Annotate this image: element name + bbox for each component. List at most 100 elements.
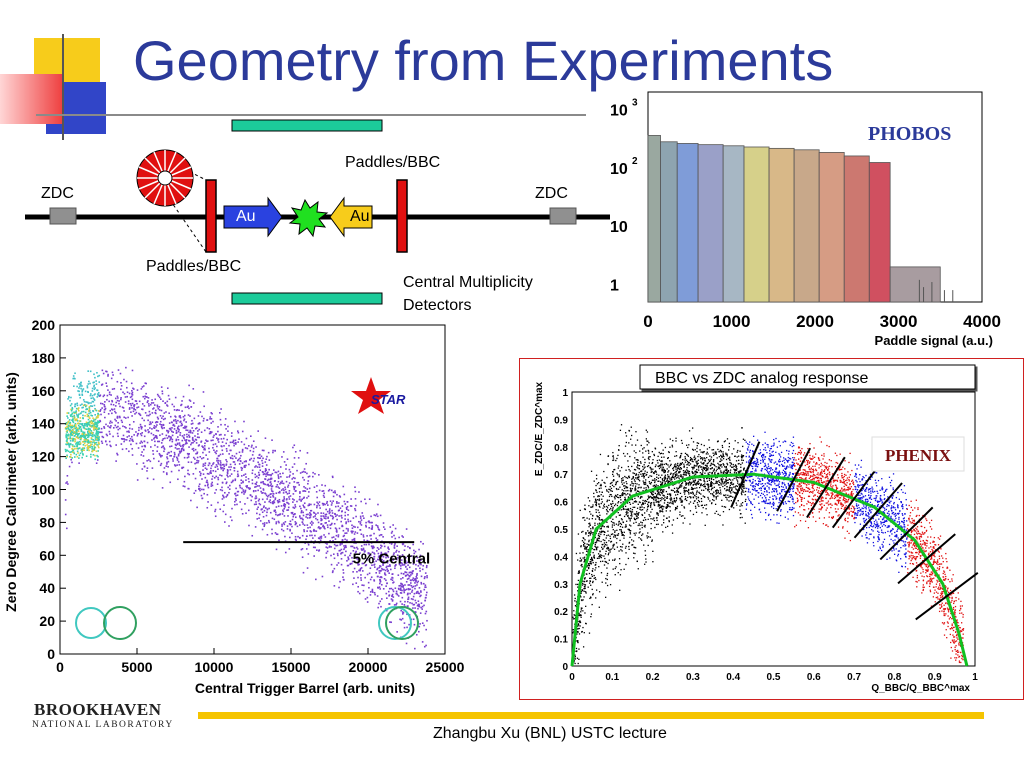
star-point (161, 427, 164, 430)
phenix-point (815, 468, 817, 470)
phenix-point (944, 573, 946, 576)
phenix-point (672, 473, 674, 475)
star-point (89, 446, 91, 449)
phenix-point (824, 491, 827, 493)
star-point (234, 479, 237, 482)
phenix-point (616, 457, 618, 460)
star-point (85, 421, 88, 424)
phenix-point (724, 484, 726, 487)
star-point (69, 455, 71, 458)
star-point (177, 425, 180, 428)
phenix-point (762, 479, 764, 482)
star-point (231, 507, 233, 510)
phenix-point (870, 498, 873, 501)
phenix-point (856, 507, 859, 510)
star-point (414, 582, 416, 584)
star-point (380, 583, 383, 586)
phenix-point (688, 475, 691, 477)
star-point (284, 488, 287, 491)
star-point (228, 491, 230, 494)
star-point (321, 575, 324, 578)
star-point (202, 488, 205, 491)
star-point (404, 560, 407, 562)
star-point (315, 517, 317, 520)
phenix-point (659, 489, 662, 491)
star-point (391, 599, 394, 601)
star-point (204, 442, 206, 445)
star-point (153, 438, 155, 440)
phenix-point (596, 491, 598, 494)
star-point (251, 472, 254, 475)
star-point (70, 408, 72, 411)
star-point (65, 443, 67, 446)
star-point (401, 603, 403, 605)
star-point (220, 464, 222, 466)
star-point (393, 547, 396, 549)
phenix-point (867, 500, 869, 502)
phenix-point (788, 466, 790, 468)
star-point (167, 466, 169, 468)
phenix-point (602, 530, 604, 532)
star-point (222, 437, 225, 440)
star-point (382, 564, 384, 566)
projection-line-bottom (169, 199, 207, 253)
phenix-point (665, 510, 667, 512)
star-point (265, 469, 268, 471)
phenix-point (821, 469, 823, 471)
star-point (200, 431, 203, 433)
phenix-point (672, 439, 674, 442)
star-point (218, 434, 221, 436)
star-point (398, 563, 401, 566)
phenix-point (731, 466, 733, 468)
star-point (129, 402, 132, 405)
star-point (298, 484, 301, 486)
star-point (238, 463, 241, 465)
star-point (171, 427, 173, 429)
star-point (385, 579, 387, 582)
phenix-point (635, 517, 638, 520)
phenix-point (900, 539, 902, 542)
star-point (419, 570, 421, 572)
phenix-point (926, 542, 928, 545)
phenix-point (585, 605, 587, 607)
star-point (125, 386, 128, 389)
phenix-point (860, 466, 862, 468)
star-point (105, 370, 107, 373)
phenix-point (735, 492, 737, 494)
star-point (164, 437, 166, 440)
star-point (117, 397, 119, 399)
phenix-point (755, 470, 757, 472)
star-point (266, 473, 269, 476)
phenix-point (871, 476, 873, 478)
phenix-point (839, 489, 842, 492)
star-point (233, 455, 236, 458)
star-point (152, 434, 155, 436)
star-point (90, 397, 93, 400)
phenix-point (938, 610, 941, 613)
star-point (88, 445, 90, 447)
star-point (107, 375, 109, 377)
star-point (206, 479, 208, 482)
star-point (328, 532, 330, 535)
phenix-point (606, 526, 608, 528)
star-point (287, 486, 289, 488)
star-point (289, 520, 292, 523)
star-point (410, 571, 413, 574)
star-point (71, 424, 74, 427)
star-point (82, 434, 85, 437)
star-point (354, 556, 356, 559)
star-point (76, 420, 79, 422)
star-point (128, 423, 131, 426)
star-point (206, 493, 209, 496)
star-point (299, 449, 301, 452)
phenix-point (646, 510, 648, 512)
star-point (364, 498, 366, 501)
phenix-point (846, 513, 848, 515)
star-point (120, 437, 123, 440)
star-point (320, 512, 322, 514)
phenix-point (691, 481, 693, 483)
phenix-point (664, 474, 667, 476)
phenix-point (716, 468, 718, 470)
star-point (95, 423, 97, 425)
star-point (383, 542, 385, 545)
